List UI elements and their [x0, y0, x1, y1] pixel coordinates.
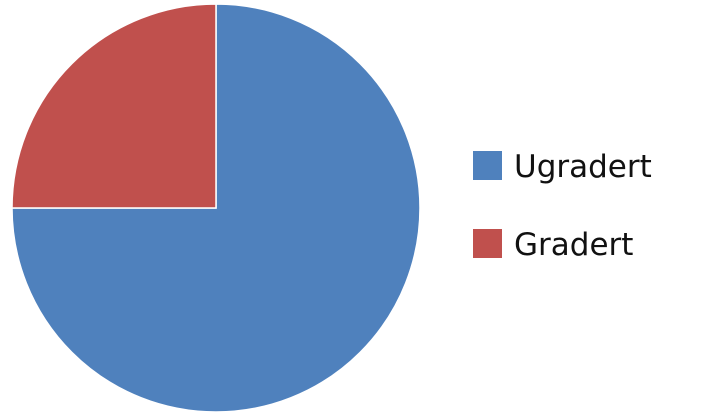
pie-slice-gradert: [11, 3, 217, 209]
legend-label-gradert: Gradert: [514, 227, 633, 263]
legend-item-ugradert: Ugradert: [473, 149, 652, 185]
legend: Ugradert Gradert: [473, 149, 652, 263]
legend-item-gradert: Gradert: [473, 227, 633, 263]
legend-swatch-ugradert: [473, 151, 502, 180]
legend-swatch-gradert: [473, 229, 502, 258]
pie-slices: [11, 3, 421, 412]
legend-label-ugradert: Ugradert: [514, 149, 652, 185]
